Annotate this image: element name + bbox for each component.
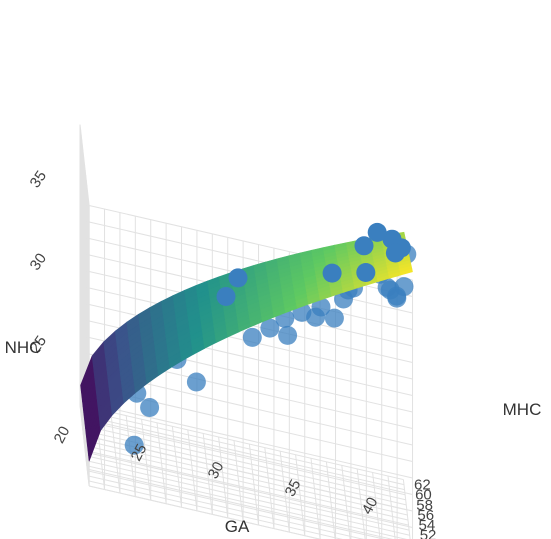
grid-line xyxy=(87,470,386,539)
y-tick-label: 56 xyxy=(417,507,434,524)
grid-line xyxy=(79,206,90,289)
y-tick-label: 52 xyxy=(420,527,437,539)
data-point xyxy=(186,372,206,392)
x-tick-label: 20 xyxy=(51,424,74,447)
grid-line xyxy=(79,173,90,256)
y-tick-label: 54 xyxy=(419,517,436,534)
data-point xyxy=(324,308,344,328)
grid-line xyxy=(79,190,90,272)
z-axis-title: NHC xyxy=(5,338,42,357)
data-point xyxy=(367,222,387,242)
grid-line xyxy=(79,124,90,206)
z-tick-label: 35 xyxy=(27,168,50,191)
grid-line xyxy=(88,480,343,539)
grid-line xyxy=(86,460,410,536)
grid-line xyxy=(79,388,90,470)
x-tick-label: 30 xyxy=(205,459,228,482)
grid-line xyxy=(79,404,404,481)
data-point xyxy=(311,297,331,317)
data-point xyxy=(242,327,262,347)
fitted-surface xyxy=(80,231,413,462)
y-tick-label: 50 xyxy=(421,537,438,539)
grid-line xyxy=(79,289,90,371)
grid-line xyxy=(89,468,394,539)
data-point xyxy=(124,435,144,455)
grid-line xyxy=(84,444,409,521)
x-axis-title: GA xyxy=(225,517,250,536)
points-in-front-of-surface xyxy=(216,222,411,306)
data-point xyxy=(260,318,280,338)
z-tick-label: 25 xyxy=(27,333,50,356)
data-point xyxy=(228,268,248,288)
grid-line xyxy=(79,223,90,305)
grid-line xyxy=(80,409,405,486)
grid-line xyxy=(89,435,413,512)
data-point xyxy=(394,277,414,297)
grid-line xyxy=(79,140,90,223)
grid-line xyxy=(86,465,407,539)
y-tick-label: 60 xyxy=(415,487,432,504)
data-point xyxy=(354,236,374,256)
x-tick-label: 35 xyxy=(282,477,305,500)
x-tick-label: 40 xyxy=(359,495,382,518)
x-tick-label: 25 xyxy=(128,441,151,464)
grid-line xyxy=(79,272,90,355)
grid-line xyxy=(79,239,90,322)
grid-line xyxy=(79,157,90,239)
surface-patch xyxy=(400,268,413,276)
data-point xyxy=(140,398,160,417)
grid-line xyxy=(89,402,413,479)
y-tick-label: 62 xyxy=(414,477,431,494)
data-point xyxy=(278,325,298,345)
y-tick-label: 58 xyxy=(416,497,433,514)
grid-line xyxy=(79,404,90,487)
grid-line xyxy=(79,256,90,338)
data-point xyxy=(322,263,342,283)
grid-line xyxy=(85,455,410,531)
grid-line xyxy=(87,475,365,539)
grid-line xyxy=(85,450,409,526)
z-tick-label: 30 xyxy=(27,250,50,273)
grid-line xyxy=(89,485,322,539)
data-point xyxy=(216,287,236,306)
grid-line xyxy=(89,452,413,528)
tick-labels: 20253035404850525456586062253035 xyxy=(27,168,438,539)
data-point xyxy=(385,243,405,263)
data-point xyxy=(356,263,376,282)
grid-line xyxy=(89,419,413,495)
y-axis-title: MHC xyxy=(503,400,542,419)
